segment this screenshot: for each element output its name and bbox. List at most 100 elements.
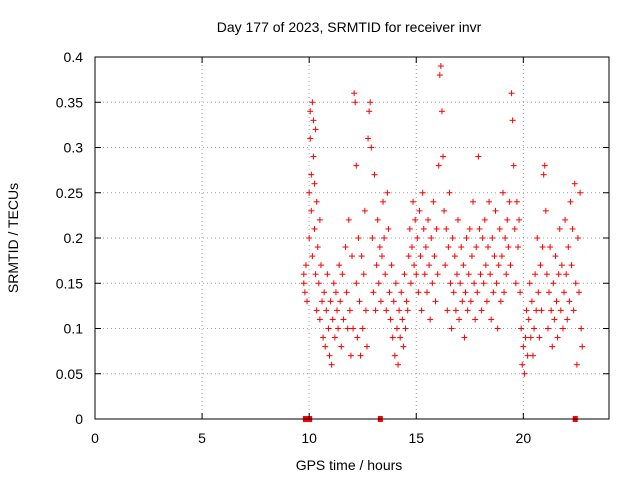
data-point [407,280,414,287]
data-point [477,271,484,278]
data-point [335,325,342,332]
data-point [376,244,383,251]
data-point [446,189,453,196]
data-point [510,162,517,169]
data-point [493,280,500,287]
data-point [347,352,354,359]
data-point [311,225,318,232]
data-point [529,352,536,359]
data-point [418,307,425,314]
data-point [438,108,445,115]
data-point [518,325,525,332]
data-point [468,253,475,260]
data-point [484,244,491,251]
data-point [579,343,586,350]
data-point [313,307,320,314]
data-point [435,162,442,169]
data-point [447,280,454,287]
y-tick-label: 0.2 [64,230,84,246]
grid [95,57,609,419]
data-point [540,171,547,178]
data-point [504,216,511,223]
data-point [360,271,367,278]
data-point [331,334,338,341]
data-point [509,117,516,124]
data-point [534,235,541,241]
y-tick-label: 0.4 [64,49,84,65]
data-point [463,235,470,241]
data-point [391,352,398,359]
data-point [501,289,508,296]
data-point [372,307,379,314]
data-point [486,198,493,205]
data-point [428,235,435,241]
data-point [411,262,418,269]
data-point [357,352,364,359]
data-point [369,235,376,241]
data-point [344,325,351,332]
data-point [570,307,577,314]
data-point [566,298,573,305]
data-point [577,189,584,196]
data-point [474,289,481,296]
data-point [497,298,504,305]
data-point [343,289,350,296]
data-point [307,135,314,142]
data-point [354,334,361,341]
data-point [326,352,333,359]
data-point [301,289,308,296]
data-point [381,235,388,241]
data-point [392,280,399,287]
data-point [531,325,538,332]
data-point [402,325,409,332]
data-point [336,262,343,269]
data-point [502,235,509,241]
data-point [400,343,407,350]
data-point [549,343,556,350]
data-point [362,307,369,314]
data-point [306,189,313,196]
data-point [337,298,344,305]
data-point [425,216,432,223]
data-point [556,225,563,232]
data-point [398,289,405,296]
data-point [461,334,468,341]
y-tick-label: 0.25 [56,185,83,201]
data-point [516,216,523,223]
data-point [339,271,346,278]
data-point [316,316,323,323]
x-tick-label: 20 [516,430,532,446]
data-point [459,298,466,305]
data-point [548,307,555,314]
data-point [328,361,335,368]
data-point [316,216,323,223]
data-point [555,271,562,278]
data-point [558,262,565,269]
data-point [521,370,528,377]
data-point [423,289,430,296]
data-point [427,316,434,323]
data-point [363,343,370,350]
data-point [451,253,458,260]
y-tick-label: 0.05 [56,366,83,382]
data-point [533,307,540,314]
chart-title: Day 177 of 2023, SRMTID for receiver inv… [217,19,482,35]
data-point [443,225,450,232]
data-point [490,289,497,296]
data-point [342,244,349,251]
data-point [513,198,520,205]
data-point [382,271,389,278]
data-point [386,289,393,296]
data-point [487,271,494,278]
data-point [565,244,572,251]
data-point [508,90,515,97]
data-point [356,298,363,305]
data-point [308,171,315,178]
data-point [322,343,329,350]
data-point [528,298,535,305]
data-point [440,153,447,160]
data-point [465,271,472,278]
data-point [512,280,519,287]
data-point [312,271,319,278]
